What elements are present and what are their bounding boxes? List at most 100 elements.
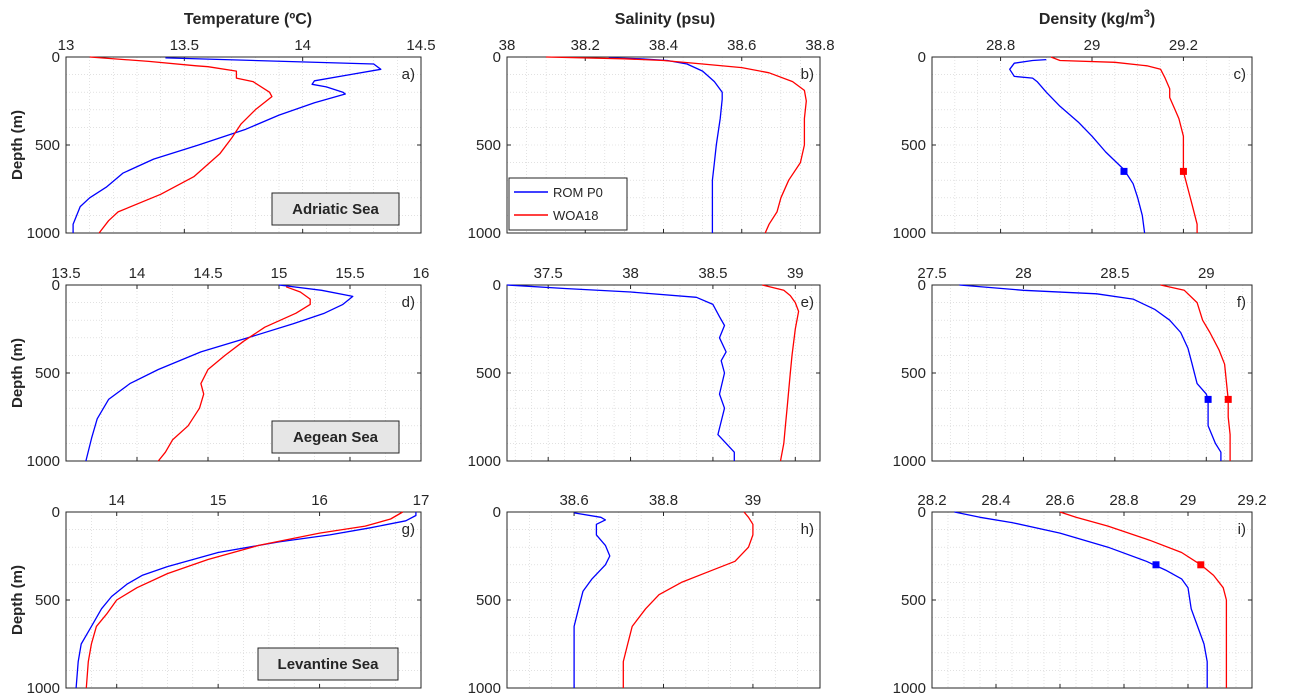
region-label: Aegean Sea bbox=[293, 429, 379, 446]
woa18-line-f bbox=[1160, 284, 1231, 461]
x-tick-label: 15 bbox=[210, 492, 227, 509]
x-tick-label: 14 bbox=[129, 265, 146, 282]
woa18-line-d bbox=[157, 286, 311, 462]
x-tick-label: 14.5 bbox=[193, 265, 222, 282]
y-axis-label-row-3: Depth (m) bbox=[9, 565, 26, 635]
panel-c: 28.8 29 29.2 0 500 1000 c) bbox=[893, 37, 1253, 242]
panel-e: 37.5 38 38.5 39 0 500 1000 e) bbox=[468, 265, 821, 470]
y-axis-labels: Depth (m) Depth (m) Depth (m) bbox=[9, 110, 26, 635]
y-tick-label: 500 bbox=[476, 365, 501, 382]
region-label: Levantine Sea bbox=[278, 656, 380, 673]
x-tick-label: 28.4 bbox=[981, 492, 1010, 509]
x-tick-label: 28.8 bbox=[986, 37, 1015, 54]
x-tick-label: 14 bbox=[108, 492, 125, 509]
woa18-line-b bbox=[546, 56, 807, 234]
x-tick-label: 15.5 bbox=[335, 265, 364, 282]
panel-label-c: c) bbox=[1234, 66, 1247, 83]
x-tick-label: 39 bbox=[745, 492, 762, 509]
y-tick-label: 500 bbox=[901, 592, 926, 609]
density-title-base: Density (kg/m bbox=[1039, 11, 1144, 28]
x-tick-label: 29.2 bbox=[1237, 492, 1266, 509]
rom-p0-line-h bbox=[573, 512, 611, 688]
woa18-line-g bbox=[85, 511, 404, 689]
y-axis-label-row-1: Depth (m) bbox=[9, 110, 26, 180]
woa18-line-a bbox=[89, 56, 273, 234]
panel-label-g: g) bbox=[402, 521, 415, 538]
panel-d: 13.5 14 14.5 15 15.5 16 0 500 1000 d) Aegean Sea bbox=[27, 265, 430, 470]
rom-p0-marker-i bbox=[1152, 561, 1160, 569]
x-tick-label: 37.5 bbox=[534, 265, 563, 282]
panel-i: 28.2 28.4 28.6 28.8 29 29.2 0 500 1000 i) bbox=[893, 492, 1267, 697]
region-label-box bbox=[271, 420, 400, 454]
y-tick-label: 1000 bbox=[27, 225, 60, 242]
temperature-column-title: Temperature (ºC) bbox=[184, 11, 312, 28]
y-tick-label: 0 bbox=[918, 504, 926, 521]
x-tick-label: 38.4 bbox=[649, 37, 678, 54]
y-tick-label: 0 bbox=[52, 277, 60, 294]
y-tick-label: 1000 bbox=[468, 225, 501, 242]
x-tick-label: 29 bbox=[1198, 265, 1215, 282]
y-tick-label: 1000 bbox=[27, 680, 60, 697]
y-tick-label: 0 bbox=[493, 504, 501, 521]
x-tick-label: 38.8 bbox=[649, 492, 678, 509]
x-tick-label: 38.5 bbox=[698, 265, 727, 282]
x-tick-label: 14.5 bbox=[406, 37, 435, 54]
y-tick-label: 500 bbox=[901, 137, 926, 154]
y-tick-label: 1000 bbox=[468, 680, 501, 697]
panel-label-b: b) bbox=[801, 66, 814, 83]
region-label: Adriatic Sea bbox=[292, 201, 379, 218]
woa18-marker-f bbox=[1224, 395, 1232, 403]
y-tick-label: 0 bbox=[52, 49, 60, 66]
panel-label-d: d) bbox=[402, 294, 415, 311]
y-tick-label: 500 bbox=[476, 137, 501, 154]
y-axis-label-row-2: Depth (m) bbox=[9, 338, 26, 408]
legend: ROM P0 WOA18 bbox=[508, 177, 628, 231]
y-tick-label: 500 bbox=[476, 592, 501, 609]
region-label-box bbox=[271, 192, 400, 226]
y-tick-label: 0 bbox=[493, 277, 501, 294]
rom-p0-marker-f bbox=[1204, 395, 1212, 403]
panel-h: 38.6 38.8 39 0 500 1000 h) bbox=[468, 492, 821, 697]
x-tick-label: 28.8 bbox=[1109, 492, 1138, 509]
panel-g: 14 15 16 17 0 500 1000 g) Levantine Sea bbox=[27, 492, 430, 697]
panels: 13 13.5 14 14.5 0 500 1000 a) Adriatic Sea 38 38.2… bbox=[27, 37, 1267, 697]
panel-label-e: e) bbox=[801, 294, 814, 311]
density-title-end: ) bbox=[1150, 11, 1155, 28]
x-tick-label: 13.5 bbox=[51, 265, 80, 282]
y-tick-label: 500 bbox=[35, 592, 60, 609]
woa18-line-h bbox=[622, 511, 754, 688]
rom-p0-marker-c bbox=[1120, 167, 1128, 175]
y-tick-label: 500 bbox=[35, 365, 60, 382]
y-tick-label: 0 bbox=[918, 277, 926, 294]
panel-label-i: i) bbox=[1238, 521, 1246, 538]
legend-box bbox=[508, 177, 628, 231]
y-tick-label: 1000 bbox=[893, 453, 926, 470]
x-tick-label: 29.2 bbox=[1169, 37, 1198, 54]
x-tick-label: 39 bbox=[787, 265, 804, 282]
woa18-marker-i bbox=[1197, 561, 1205, 569]
woa18-marker-c bbox=[1179, 167, 1187, 175]
column-titles: Temperature (ºC) Salinity (psu) Density … bbox=[184, 8, 1155, 28]
x-tick-label: 38 bbox=[499, 37, 516, 54]
rom-p0-line-e bbox=[506, 284, 735, 461]
panel-label-h: h) bbox=[801, 521, 814, 538]
y-tick-label: 0 bbox=[493, 49, 501, 66]
panel-a: 13 13.5 14 14.5 0 500 1000 a) Adriatic Sea bbox=[27, 37, 436, 242]
panel-label-a: a) bbox=[402, 66, 415, 83]
y-tick-label: 500 bbox=[35, 137, 60, 154]
y-tick-label: 0 bbox=[52, 504, 60, 521]
rom-p0-line-f bbox=[959, 284, 1222, 461]
x-tick-label: 38.6 bbox=[559, 492, 588, 509]
woa18-line-e bbox=[762, 284, 800, 462]
x-tick-label: 38 bbox=[622, 265, 639, 282]
x-tick-label: 27.5 bbox=[917, 265, 946, 282]
y-tick-label: 1000 bbox=[893, 680, 926, 697]
y-tick-label: 1000 bbox=[468, 453, 501, 470]
panel-b: 38 38.2 38.4 38.6 38.8 0 500 1000 b) bbox=[468, 37, 835, 242]
x-tick-label: 29 bbox=[1084, 37, 1101, 54]
x-tick-label: 38.2 bbox=[571, 37, 600, 54]
x-tick-label: 38.6 bbox=[727, 37, 756, 54]
x-tick-label: 38.8 bbox=[805, 37, 834, 54]
x-tick-label: 16 bbox=[413, 265, 430, 282]
